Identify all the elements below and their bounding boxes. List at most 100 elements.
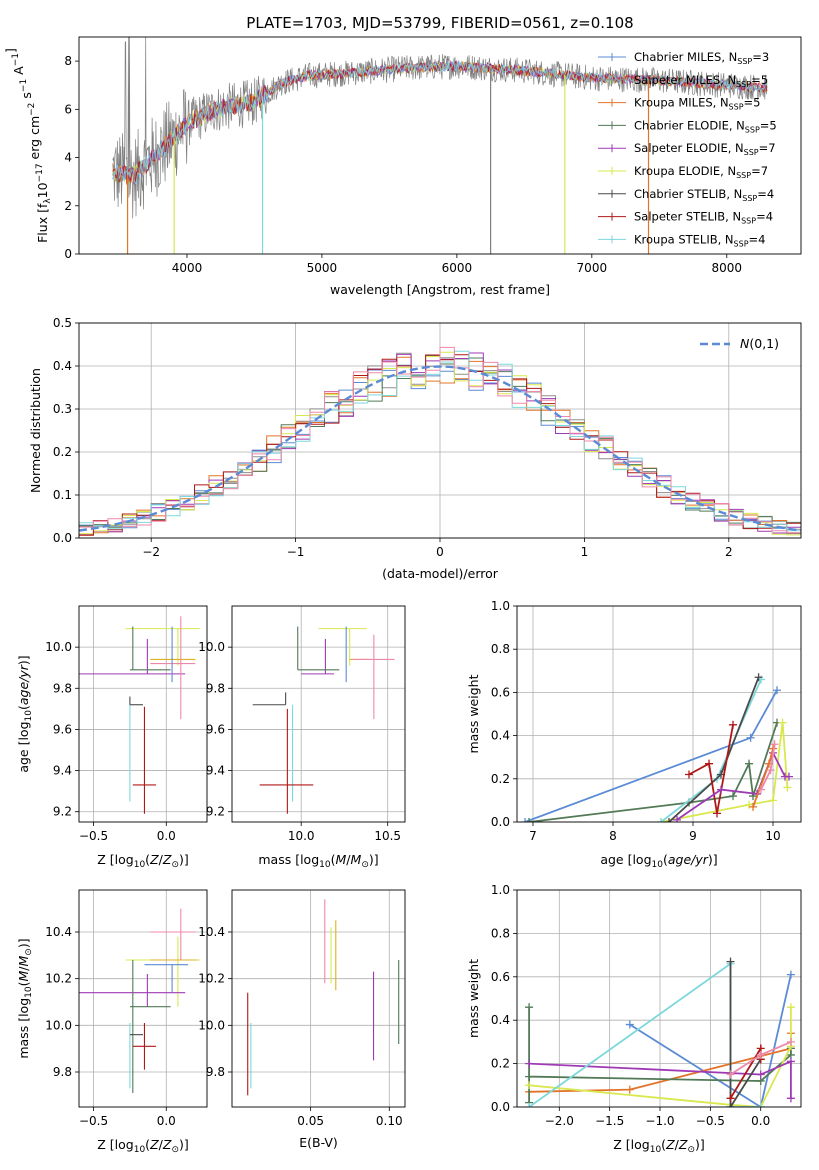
age-z-xlabel: Z [log10(Z/Z⊙)]: [97, 852, 189, 870]
y-tick-label: 9.8: [206, 1065, 225, 1079]
x-tick-label: −2.0: [545, 1114, 574, 1128]
errorbar-point: [129, 696, 143, 706]
hist-legend: N(0,1): [700, 336, 779, 351]
y-tick-label: 6: [64, 102, 72, 116]
weight-marker: [773, 686, 781, 695]
y-tick-label: 0.6: [491, 970, 510, 984]
y-tick-label: 1.0: [491, 883, 510, 897]
legend-label: Salpeter MILES, NSSP=5: [634, 73, 768, 89]
legend-item: Kroupa MILES, NSSP=5: [598, 96, 760, 112]
weight-marker: [525, 818, 533, 822]
x-tick-label: 0.0: [751, 1114, 770, 1128]
weight-marker: [525, 1072, 534, 1081]
y-tick-label: 0.1: [53, 488, 72, 502]
weight-line-salpeter_stelib: [688, 724, 734, 814]
weight-line-chabrier_stelib: [729, 961, 762, 1107]
weight-marker: [729, 792, 737, 801]
panel-mass-weight-vs-z: −2.0 −1.5 −1.0 −0.5 0.0 0.0 0.2 0.4 0.6 0.8 1.0 mas…: [466, 883, 802, 1155]
y-tick-label: 9.8: [206, 681, 225, 695]
errorbar-point: [79, 974, 186, 1007]
errorbar-point: [144, 964, 189, 993]
x-tick-label: 0.10: [376, 1114, 403, 1128]
x-tick-label: 10: [765, 829, 780, 843]
plot-area-mass-vs-z: [79, 908, 200, 1093]
errorbar-point: [79, 638, 186, 675]
y-tick-label: 0.3: [53, 402, 72, 416]
y-tick-label: 0.5: [53, 316, 72, 330]
panel-mass-vs-ebv: 0.05 0.10 9.8 10.0 10.2 10.4 E(B-V): [198, 889, 406, 1150]
spectrum-xlabel: wavelength [Angstrom, rest frame]: [330, 282, 550, 297]
panel-mass-weight-vs-age: 7 8 9 10 0.0 0.2 0.4 0.6 0.8 1.0 mass weight age [l…: [466, 599, 802, 870]
y-tick-label: 1.0: [491, 599, 510, 613]
panel-spectrum: 4000 5000 6000 7000 8000 0 2 4 6 8 wavelength [Ang…: [3, 36, 802, 297]
weight-marker: [785, 772, 793, 781]
y-tick-label: 9.4: [53, 764, 72, 778]
legend-item: Kroupa ELODIE, NSSP=7: [598, 164, 768, 180]
y-tick-label: 0.0: [491, 815, 510, 829]
weight-marker: [756, 1070, 765, 1079]
x-tick-label: 0: [436, 545, 444, 559]
y-tick-label: 0.0: [491, 1100, 510, 1114]
weight-line-kroupa_stelib: [660, 679, 762, 822]
weight-marker: [726, 1070, 735, 1079]
weight-marker: [786, 1037, 795, 1046]
panel-age-vs-mass: 10.0 10.5 9.2 9.4 9.6 9.8 10.0 mass [log10(M/M⊙…: [198, 605, 406, 870]
axes-frame: [78, 322, 802, 539]
panels: 4000 5000 6000 7000 8000 0 2 4 6 8 wavelength [Ang…: [3, 36, 802, 1155]
weight-marker: [705, 759, 713, 768]
y-tick-label: 0.2: [53, 445, 72, 459]
legend-item: Salpeter STELIB, NSSP=4: [598, 210, 773, 226]
y-tick-label: 9.6: [206, 722, 225, 736]
weight-marker: [521, 818, 529, 822]
plot-area-residual-hist: [79, 346, 801, 536]
legend-item: Salpeter MILES, NSSP=5: [598, 73, 768, 89]
weight-line-kroupa_elodie: [529, 1007, 792, 1107]
mass-weight-vs-z-ylabel: mass weight: [466, 959, 481, 1038]
age-z-ylabel: age [log10(age/yr)]: [16, 655, 34, 772]
x-tick-label: −0.5: [79, 829, 108, 843]
x-tick-label: 9: [689, 829, 697, 843]
y-tick-label: 9.2: [206, 805, 225, 819]
legend-item: Salpeter ELODIE, NSSP=7: [598, 141, 776, 157]
y-tick-label: 10.2: [198, 972, 225, 986]
axes-frame: [78, 605, 208, 823]
weight-marker: [525, 1081, 534, 1090]
y-tick-label: 0: [64, 247, 72, 261]
weight-z-xlabel: Z [log10(Z/Z⊙)]: [613, 1137, 705, 1155]
hist-xlabel: (data-model)/error: [382, 566, 499, 581]
y-tick-label: 2: [64, 199, 72, 213]
ebv-xlabel: E(B-V): [299, 1135, 338, 1150]
hist-step-extra_pink: [79, 346, 801, 534]
legend-label: Chabrier ELODIE, NSSP=5: [634, 118, 777, 134]
x-tick-label: 10.5: [374, 829, 401, 843]
legend-label: Kroupa ELODIE, NSSP=7: [634, 164, 768, 180]
weight-line-salpeter_elodie: [529, 1060, 792, 1099]
y-tick-label: 9.8: [53, 1065, 72, 1079]
spectrum-model-kroupa_elodie: [112, 60, 768, 184]
grid-mass-vs-ebv: [232, 890, 405, 1107]
weight-marker: [754, 673, 763, 682]
weight-marker: [766, 766, 775, 775]
weight-marker: [749, 802, 757, 811]
axes-frame: [78, 889, 208, 1108]
y-tick-label: 9.8: [53, 681, 72, 695]
x-tick-label: 0.0: [157, 829, 176, 843]
plot-area-age-vs-z: [79, 616, 200, 814]
legend-label: Kroupa STELIB, NSSP=4: [634, 232, 765, 248]
errorbar-point: [353, 634, 395, 720]
y-tick-label: 0.2: [491, 1057, 510, 1071]
x-tick-label: 1: [581, 545, 589, 559]
spectrum-ylabel: Flux [fλ10−17 erg cm−2 s−1 A−1]: [3, 48, 53, 243]
axes-frame: [516, 889, 802, 1108]
weight-line-chabrier_miles: [524, 689, 778, 822]
weight-marker: [786, 1094, 795, 1103]
weight-marker: [525, 1003, 534, 1012]
legend-label: Salpeter STELIB, NSSP=4: [634, 210, 773, 226]
weight-marker: [685, 770, 693, 779]
axes-frame: [516, 605, 802, 823]
errorbar-point: [150, 908, 196, 960]
y-tick-label: 10.0: [45, 1018, 72, 1032]
weight-marker: [770, 740, 779, 749]
weight-marker: [786, 1057, 795, 1066]
